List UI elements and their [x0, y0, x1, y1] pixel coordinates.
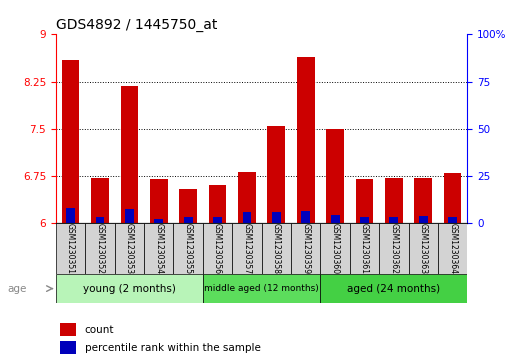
- Bar: [150, 179, 168, 223]
- Text: aged (24 months): aged (24 months): [347, 284, 440, 294]
- Bar: [120, 86, 138, 223]
- Bar: [321, 274, 467, 303]
- Bar: [66, 208, 75, 223]
- Bar: [213, 217, 222, 223]
- Bar: [96, 217, 104, 223]
- Bar: [238, 172, 256, 223]
- Bar: [115, 223, 144, 274]
- Bar: [415, 178, 432, 223]
- Bar: [331, 215, 339, 223]
- Text: GSM1230364: GSM1230364: [448, 223, 457, 274]
- Text: GSM1230355: GSM1230355: [183, 223, 193, 274]
- Bar: [444, 173, 461, 223]
- Text: GSM1230360: GSM1230360: [331, 223, 340, 274]
- Bar: [297, 57, 314, 223]
- Bar: [154, 219, 163, 223]
- Text: GSM1230356: GSM1230356: [213, 223, 222, 274]
- Bar: [60, 323, 77, 336]
- Bar: [203, 223, 232, 274]
- Bar: [272, 212, 281, 223]
- Text: GDS4892 / 1445750_at: GDS4892 / 1445750_at: [56, 18, 217, 32]
- Bar: [60, 341, 77, 354]
- Text: percentile rank within the sample: percentile rank within the sample: [85, 343, 261, 353]
- Bar: [356, 179, 373, 223]
- Text: middle aged (12 months): middle aged (12 months): [204, 284, 319, 293]
- Bar: [262, 223, 291, 274]
- Bar: [350, 223, 379, 274]
- Text: GSM1230357: GSM1230357: [242, 223, 251, 274]
- Text: GSM1230363: GSM1230363: [419, 223, 428, 274]
- Bar: [232, 223, 262, 274]
- Bar: [56, 223, 85, 274]
- Text: GSM1230361: GSM1230361: [360, 223, 369, 274]
- Bar: [91, 178, 109, 223]
- Text: GSM1230362: GSM1230362: [389, 223, 398, 274]
- Bar: [390, 217, 398, 223]
- Bar: [56, 274, 203, 303]
- Text: GSM1230352: GSM1230352: [96, 223, 105, 274]
- Text: GSM1230359: GSM1230359: [301, 223, 310, 274]
- Bar: [144, 223, 173, 274]
- Bar: [268, 126, 285, 223]
- Text: age: age: [8, 284, 27, 294]
- Bar: [242, 212, 251, 223]
- Bar: [85, 223, 115, 274]
- Bar: [326, 129, 344, 223]
- Text: GSM1230351: GSM1230351: [66, 223, 75, 274]
- Bar: [291, 223, 321, 274]
- Text: GSM1230354: GSM1230354: [154, 223, 163, 274]
- Bar: [173, 223, 203, 274]
- Bar: [209, 185, 227, 223]
- Bar: [408, 223, 438, 274]
- Bar: [179, 189, 197, 223]
- Bar: [321, 223, 350, 274]
- Text: GSM1230358: GSM1230358: [272, 223, 281, 274]
- Bar: [184, 217, 193, 223]
- Bar: [203, 274, 321, 303]
- Text: young (2 months): young (2 months): [83, 284, 176, 294]
- Bar: [448, 217, 457, 223]
- Text: count: count: [85, 325, 114, 335]
- Bar: [125, 209, 134, 223]
- Bar: [360, 217, 369, 223]
- Text: GSM1230353: GSM1230353: [125, 223, 134, 274]
- Bar: [419, 216, 428, 223]
- Bar: [379, 223, 408, 274]
- Bar: [438, 223, 467, 274]
- Bar: [385, 178, 403, 223]
- Bar: [62, 60, 79, 223]
- Bar: [301, 211, 310, 223]
